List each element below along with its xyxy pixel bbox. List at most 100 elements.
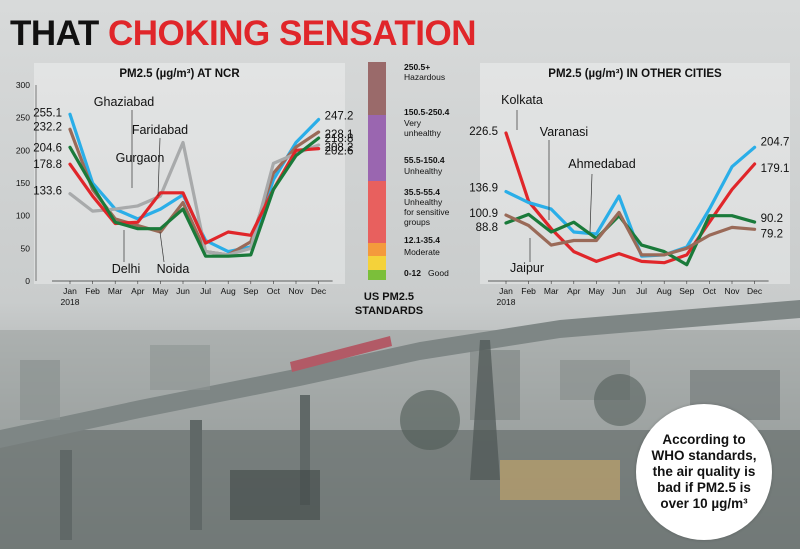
standard-band [368, 181, 386, 243]
start-value-label: 88.8 [476, 222, 498, 234]
data-point [753, 221, 756, 223]
x-tick-label: Jan [499, 286, 513, 296]
series-line-gurgaon [68, 140, 321, 257]
data-point [227, 255, 230, 258]
data-point [505, 222, 507, 224]
data-point [317, 118, 320, 121]
data-point [708, 208, 711, 211]
end-value-label: 79.2 [761, 228, 783, 240]
data-point [272, 162, 275, 165]
who-standards-text: According to WHO standards, the air qual… [651, 432, 757, 511]
data-point [753, 163, 756, 165]
data-point [595, 233, 598, 235]
chart-title: PM2.5 (µg/m³) IN OTHER CITIES [548, 68, 722, 80]
band-label-line: Very [404, 118, 422, 128]
band-label: Unhealthy for sensitive groups [404, 197, 450, 227]
data-point [708, 214, 711, 217]
x-tick-label: Dec [747, 286, 763, 296]
data-point [505, 132, 507, 134]
standards-title-line: US PM2.5 [364, 291, 414, 303]
band-range: 12.1-35.4 [404, 235, 440, 245]
end-value-label: 90.2 [761, 213, 783, 225]
data-point [753, 146, 756, 149]
data-point [136, 204, 139, 207]
series-line-jaipur [504, 210, 757, 257]
data-point [550, 244, 553, 246]
data-point [159, 227, 162, 230]
band-label-line: unhealthy [404, 128, 442, 138]
start-value-label: 100.9 [469, 208, 498, 220]
data-point [91, 185, 94, 188]
series-annotation: Jaipur [510, 261, 544, 275]
data-point [136, 227, 139, 230]
end-value-label: 218.8 [325, 133, 354, 145]
data-point [731, 165, 733, 168]
x-tick-label: Nov [724, 286, 740, 296]
series-annotation: Kolkata [501, 93, 543, 107]
start-value-label: 226.5 [469, 126, 498, 138]
end-value-label: 208.2 [325, 142, 354, 154]
standard-band [368, 243, 386, 256]
data-point [731, 226, 733, 229]
data-point [249, 234, 252, 237]
series-annotation: Faridabad [132, 123, 188, 137]
band-range: 250.5+ [404, 62, 430, 72]
series-annotation: Noida [157, 262, 190, 276]
band-label: Hazardous [404, 72, 445, 82]
band-range: 55.5-150.4 [404, 155, 445, 165]
x-tick-label: Aug [657, 286, 672, 296]
data-point [249, 253, 252, 256]
data-point [640, 253, 643, 256]
band-label: Moderate [404, 247, 440, 257]
data-point [527, 224, 530, 227]
standard-band [368, 62, 386, 115]
data-point [159, 191, 162, 194]
data-point [272, 172, 275, 175]
x-tick-label: Nov [288, 286, 304, 296]
band-label-line: for sensitive [404, 207, 450, 217]
x-tick-label: Apr [131, 286, 144, 296]
data-point [69, 192, 71, 195]
data-point [572, 231, 575, 233]
data-point [708, 221, 711, 224]
x-tick-label: Oct [267, 286, 281, 296]
data-point [618, 211, 620, 214]
start-value-label: 255.1 [33, 107, 62, 119]
x-tick-label: Jul [636, 286, 647, 296]
x-tick-label: Aug [221, 286, 236, 296]
data-point [114, 221, 117, 224]
band-label-line: groups [404, 217, 430, 227]
y-tick-label: 100 [16, 211, 30, 221]
data-point [640, 244, 643, 246]
data-point [295, 146, 297, 148]
data-point [572, 250, 575, 253]
band-label: Good [428, 268, 449, 278]
x-tick-label: Mar [544, 286, 559, 296]
band-range: 35.5-55.4 [404, 187, 440, 197]
annotation-leader [589, 173, 593, 233]
standard-band [368, 256, 386, 270]
data-point [317, 147, 320, 150]
data-point [204, 242, 207, 245]
end-value-label: 228.1 [325, 129, 354, 141]
data-point [114, 208, 117, 211]
x-tick-label: Jun [176, 286, 190, 296]
data-point [685, 253, 688, 256]
data-point [572, 221, 575, 224]
x-tick-label: Sep [243, 286, 258, 296]
x-tick-label: 2018 [61, 297, 80, 307]
standard-band [368, 270, 386, 280]
x-tick-label: May [588, 286, 605, 296]
data-point [731, 188, 733, 191]
band-label: Very unhealthy [404, 118, 442, 138]
data-point [731, 214, 733, 217]
band-label-line: Unhealthy [404, 197, 443, 207]
data-point [685, 247, 688, 250]
start-value-label: 204.6 [33, 142, 62, 154]
x-tick-label: Jun [612, 286, 626, 296]
data-point [618, 195, 620, 197]
x-tick-label: Apr [567, 286, 580, 296]
data-point [136, 224, 139, 227]
